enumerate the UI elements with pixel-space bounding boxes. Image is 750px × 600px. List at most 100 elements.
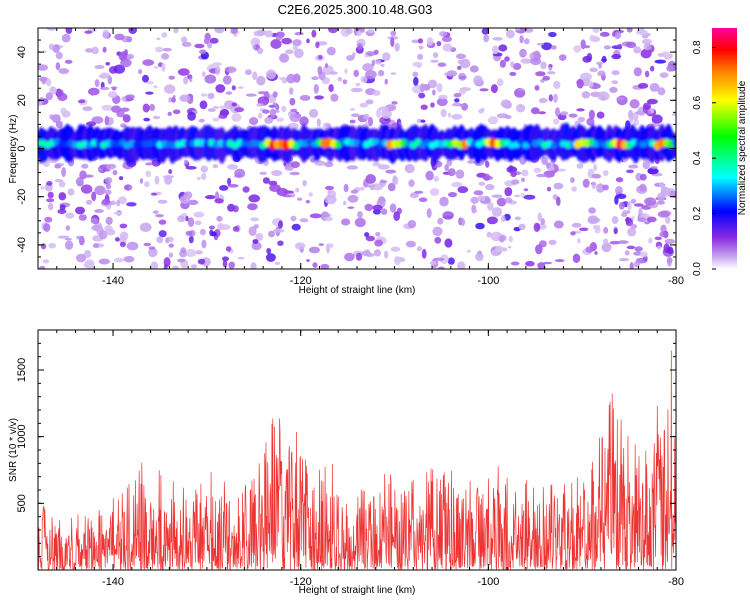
heatmap-speckle [407,220,417,229]
heatmap-speckle [142,74,149,83]
heatmap-speckle [365,235,375,242]
heatmap-speckle [314,160,326,166]
heatmap-speckle [603,45,611,50]
heatmap-speckle [500,99,512,108]
heatmap-speckle [177,215,185,223]
heatmap-speckle [279,53,290,63]
heatmap-speckle [597,70,606,77]
heatmap-speckle [167,111,172,116]
heatmap-speckle [651,114,663,124]
heatmap-speckle [612,31,616,37]
heatmap-speckle [172,95,176,98]
heatmap-speckle [631,112,639,121]
heatmap-speckle [657,210,670,218]
heatmap-speckle [429,261,437,265]
heatmap-speckle [40,186,45,190]
heatmap-speckle [650,166,658,170]
heatmap-speckle [233,205,239,213]
heatmap-speckle [457,59,464,65]
heatmap-speckle [560,111,569,116]
heatmap-speckle [535,71,546,77]
heatmap-speckle [584,45,590,49]
heatmap-speckle [646,216,657,223]
heatmap-speckle [278,220,283,229]
heatmap-speckle [253,30,265,37]
heatmap-speckle [611,53,622,60]
heatmap-speckle [500,215,506,223]
heatmap-speckle [546,186,552,192]
heatmap-speckle [211,231,217,237]
heatmap-speckle [451,181,463,188]
y-tick-label: 20 [16,94,28,106]
heatmap-speckle [219,185,229,191]
heatmap-speckle [185,166,197,170]
heatmap-speckle [491,207,503,217]
heatmap-speckle [588,207,596,214]
heatmap-speckle [222,75,232,85]
heatmap-speckle [126,202,137,207]
heatmap-speckle [458,104,466,107]
spectrogram-y-axis: -40 -20 0 20 40 [16,27,676,270]
heatmap-speckle [405,240,416,248]
heatmap-speckle [555,107,560,117]
heatmap-speckle [57,235,70,239]
heatmap-speckle [308,246,320,254]
heatmap-speckle [179,94,191,102]
heatmap-speckle [212,164,219,169]
heatmap-speckle [473,75,483,85]
x-tick-label: -100 [477,275,499,287]
heatmap-speckle [278,76,288,80]
heatmap-speckle [467,160,475,164]
heatmap-speckle [536,42,544,46]
heatmap-speckle [120,58,132,68]
heatmap-speckle [430,59,439,63]
heatmap-speckle [391,101,398,105]
heatmap-speckle [217,223,224,230]
heatmap-speckle [341,218,351,226]
heatmap-speckle [86,121,96,127]
heatmap-speckle [433,176,440,182]
heatmap-speckle [483,34,490,43]
heatmap-speckle [168,243,174,248]
heatmap-speckle [657,87,666,96]
heatmap-speckle [81,184,93,194]
heatmap-speckle [417,64,422,68]
heatmap-speckle [255,233,264,241]
heatmap-speckle [55,51,63,60]
heatmap-speckle [430,102,435,108]
heatmap-speckle [326,243,334,249]
heatmap-speckle [589,34,596,42]
heatmap-speckle [364,54,370,58]
heatmap-speckle [48,242,56,249]
heatmap-speckle [366,29,375,34]
heatmap-speckle [256,103,264,107]
heatmap-speckle [499,235,505,243]
heatmap-speckle [231,85,236,91]
heatmap-speckle [155,214,164,218]
heatmap-speckle [265,253,276,262]
heatmap-speckle [85,199,93,205]
heatmap-speckle [47,191,54,199]
heatmap-speckle [113,257,125,263]
heatmap-speckle [102,168,111,172]
heatmap-speckle [119,231,129,241]
heatmap-speckle [264,30,273,38]
heatmap-speckle [129,185,133,190]
heatmap-speckle [161,53,170,60]
x-tick-label: -120 [290,275,312,287]
heatmap-speckle [349,119,356,124]
heatmap-speckle [637,82,649,89]
heatmap-speckle [195,250,203,255]
heatmap-speckle [272,91,278,98]
heatmap-speckle [521,169,529,177]
heatmap-speckle [615,185,623,196]
heatmap-speckle [145,162,153,166]
heatmap-speckle [231,102,238,107]
heatmap-speckle [524,38,530,45]
heatmap-speckle [315,41,320,49]
heatmap-speckle [384,78,388,85]
heatmap-speckle [104,115,110,126]
heatmap-speckle [460,218,465,227]
heatmap-speckle [355,82,361,87]
heatmap-speckle [203,37,210,45]
